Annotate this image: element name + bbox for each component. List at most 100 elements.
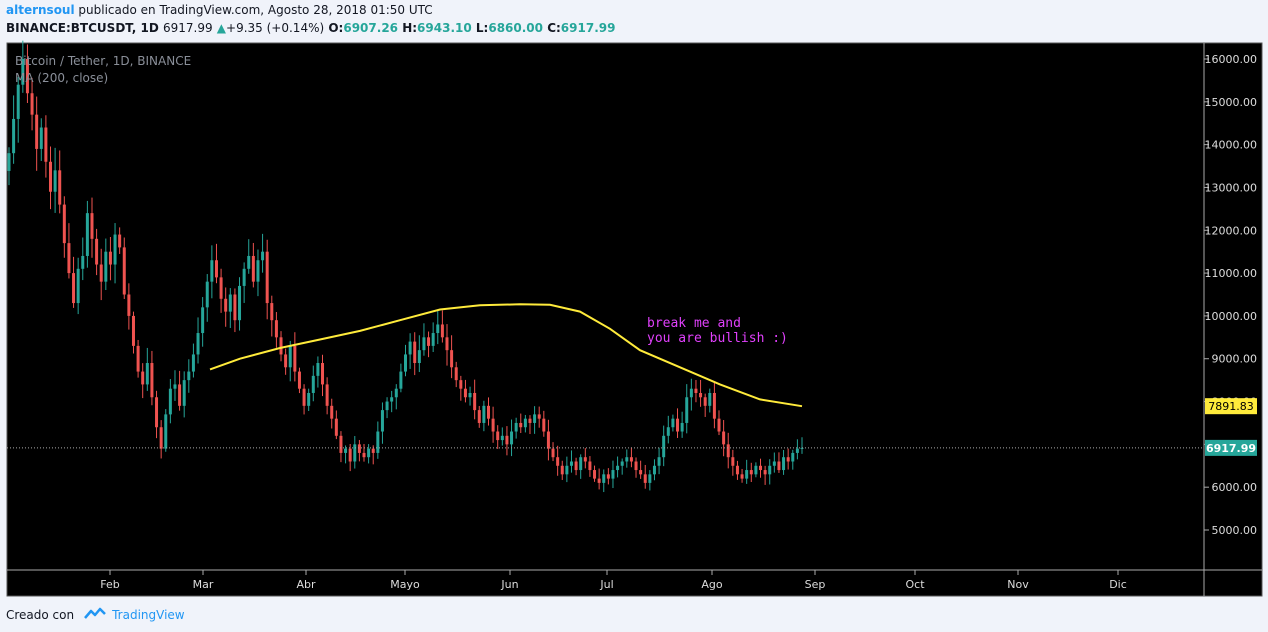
candle-body xyxy=(445,337,449,351)
candle-body xyxy=(722,431,726,445)
candle-body xyxy=(187,371,191,381)
candle-body xyxy=(731,457,735,466)
candle-body xyxy=(242,268,246,286)
candle-body xyxy=(141,371,145,385)
candle-body xyxy=(463,388,467,398)
candle-body xyxy=(265,251,269,304)
candle-body xyxy=(288,345,292,368)
candle-body xyxy=(579,457,583,471)
candle-body xyxy=(795,448,799,453)
candle-body xyxy=(371,448,375,453)
candle-body xyxy=(477,410,481,423)
candle-body xyxy=(293,345,297,372)
x-tick-label: Jun xyxy=(500,578,518,591)
candle-body xyxy=(537,414,541,419)
annotation-line-2: you are bullish :) xyxy=(647,331,788,346)
candle-body xyxy=(136,345,140,372)
close-value: 6917.99 xyxy=(560,21,616,35)
candle-body xyxy=(602,474,606,483)
last-price: 6917.99 xyxy=(162,21,213,35)
candle-body xyxy=(735,465,739,475)
tradingview-logo-icon[interactable] xyxy=(84,606,106,623)
candle-body xyxy=(611,470,615,479)
candle-body xyxy=(113,234,117,265)
candle-body xyxy=(657,457,661,466)
candle-body xyxy=(118,234,122,248)
candle-body xyxy=(703,397,707,406)
y-tick-label: 15000.00 xyxy=(1205,96,1258,109)
candle-body xyxy=(708,392,712,406)
candle-body xyxy=(662,435,666,458)
candle-body xyxy=(754,465,758,475)
candle-body xyxy=(782,457,786,471)
created-with-label: Creado con xyxy=(6,607,75,622)
candle-body xyxy=(551,448,555,458)
candle-body xyxy=(763,470,767,475)
candle-body xyxy=(297,371,301,389)
candle-body xyxy=(53,170,57,192)
candle-body xyxy=(321,363,325,385)
candle-body xyxy=(380,410,384,432)
candle-body xyxy=(39,127,43,149)
candle-body xyxy=(440,324,444,338)
x-axis: Feb Mar Abr Mayo Jun Jul Ago Sep Oct Nov Dic xyxy=(100,570,1127,591)
candle-body xyxy=(256,260,260,282)
x-tick-label: Mar xyxy=(193,578,214,591)
candle-body xyxy=(330,405,334,419)
candle-body xyxy=(145,363,149,385)
candle-body xyxy=(21,59,25,85)
candle-body xyxy=(81,255,85,269)
candle-body xyxy=(7,153,11,171)
candle-body xyxy=(48,161,52,192)
candle-body xyxy=(523,418,527,428)
candle-body xyxy=(473,392,477,411)
candle-body xyxy=(745,470,749,479)
x-tick-label: Abr xyxy=(296,578,316,591)
candle-body xyxy=(12,118,16,154)
indicator-label: MA (200, close) xyxy=(15,71,108,85)
candle-body xyxy=(510,431,514,445)
candle-body xyxy=(168,388,172,415)
candle-body xyxy=(247,255,251,269)
publish-info: alternsoul publicado en TradingView.com,… xyxy=(6,3,433,17)
candle-body xyxy=(685,397,689,423)
low-value: 6860.00 xyxy=(488,21,543,35)
candle-body xyxy=(205,281,209,308)
candle-body xyxy=(436,324,440,334)
open-label: O: xyxy=(328,21,344,35)
candle-body xyxy=(201,307,205,334)
candle-body xyxy=(648,474,652,483)
candle-body xyxy=(334,418,338,436)
candle-body xyxy=(251,255,255,282)
candle-body xyxy=(597,478,601,483)
candle-body xyxy=(274,320,278,338)
candle-body xyxy=(95,238,99,265)
ma-badge: 7891.83 xyxy=(1205,398,1257,415)
candle-body xyxy=(72,273,76,304)
candle-body xyxy=(583,457,587,462)
y-tick-label: 13000.00 xyxy=(1205,181,1258,194)
candle-body xyxy=(284,354,288,368)
candle-body xyxy=(427,337,431,346)
candle-body xyxy=(191,354,195,372)
candle-body xyxy=(574,461,578,471)
candle-body xyxy=(35,114,39,149)
candle-body xyxy=(399,371,403,389)
candle-body xyxy=(666,427,670,436)
price-chart[interactable]: 16000.00 15000.00 14000.00 13000.00 12000.00… xyxy=(0,0,1268,600)
author-name[interactable]: alternsoul xyxy=(6,3,75,17)
x-tick-label: Sep xyxy=(805,578,826,591)
candle-body xyxy=(519,422,523,428)
candle-body xyxy=(367,448,371,458)
candle-body xyxy=(155,397,159,428)
candle-body xyxy=(376,431,380,453)
candle-body xyxy=(164,414,168,449)
candle-body xyxy=(353,444,357,462)
candle-body xyxy=(740,474,744,479)
candle-body xyxy=(228,294,232,312)
candle-body xyxy=(58,170,62,205)
tradingview-brand-link[interactable]: TradingView xyxy=(112,607,185,622)
candle-body xyxy=(639,470,643,475)
candle-body xyxy=(772,461,776,466)
candle-body xyxy=(676,418,680,432)
